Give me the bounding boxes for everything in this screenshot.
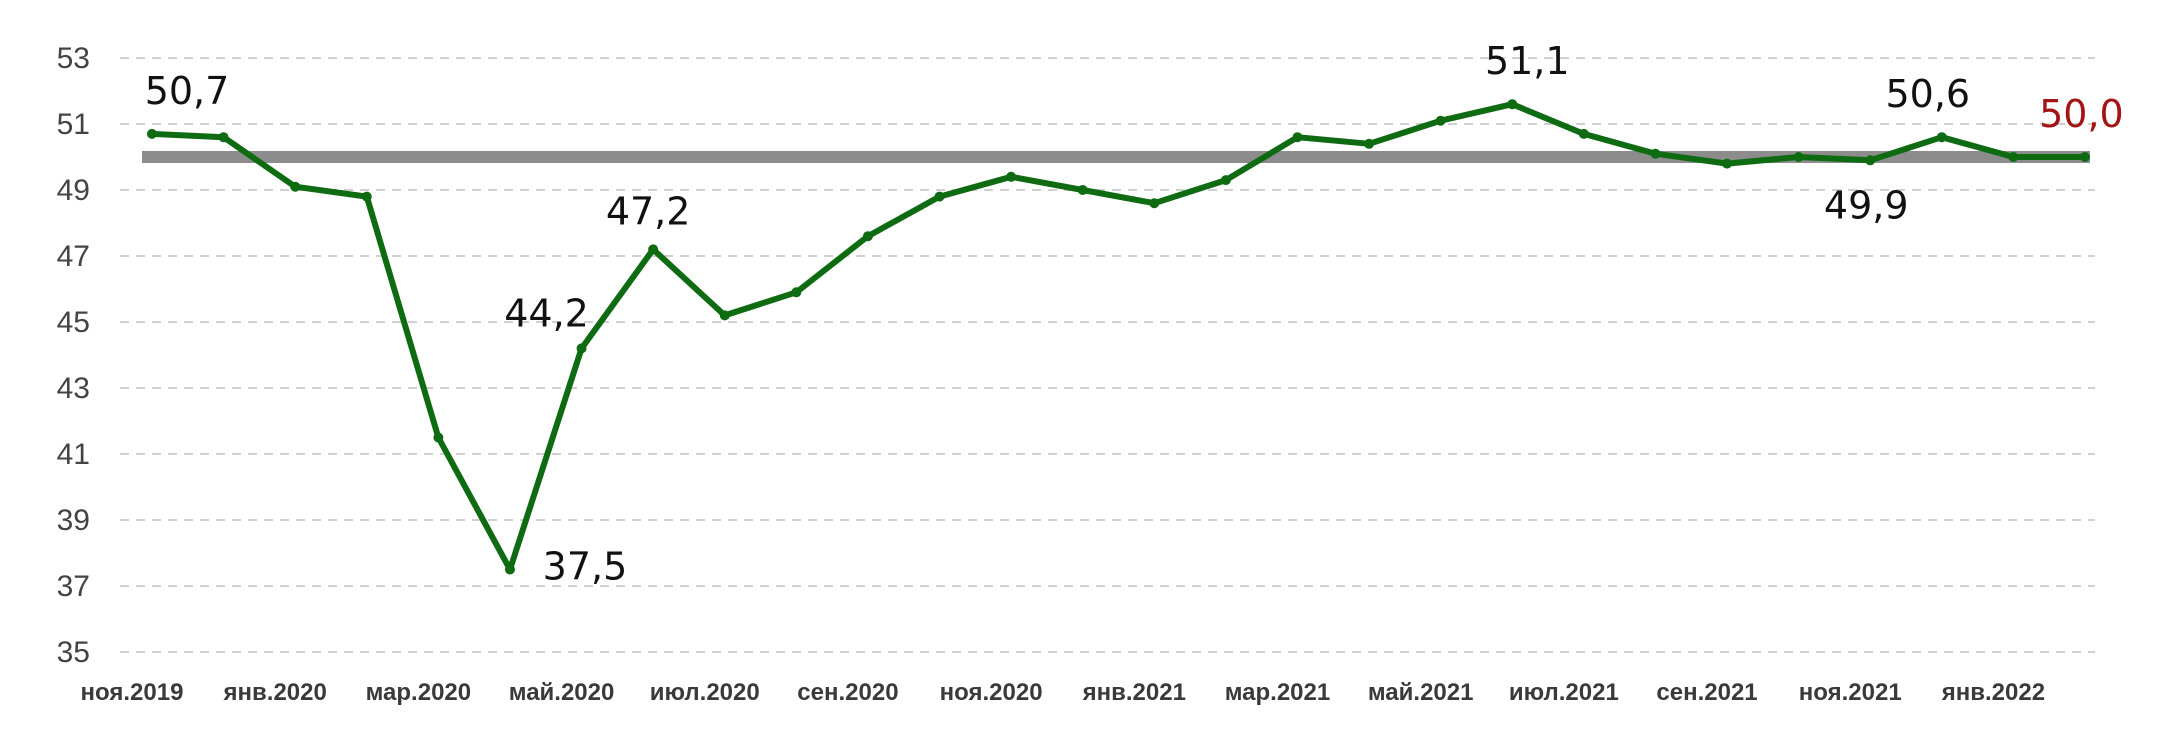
x-tick-label: сен.2021: [1656, 679, 1757, 706]
y-tick-label: 51: [57, 108, 90, 141]
data-point: [2008, 152, 2019, 162]
data-point: [147, 128, 157, 139]
x-tick-label: июл.2021: [1509, 679, 1619, 706]
data-labels: 50,7 37,5 44,2 47,2 51,1 49,9 50,6 50,0: [145, 39, 2124, 588]
data-point: [1364, 138, 1375, 149]
x-tick-label: июл.2020: [650, 679, 760, 706]
data-point: [1793, 152, 1804, 162]
x-tick-label: ноя.2020: [940, 679, 1043, 706]
data-point: [361, 191, 372, 202]
data-label: 50,6: [1886, 72, 1971, 116]
x-tick-label: ноя.2021: [1799, 679, 1902, 706]
data-point: [791, 287, 802, 298]
y-tick-label: 37: [57, 570, 90, 603]
data-point: [1722, 158, 1733, 169]
y-tick-label: 53: [57, 42, 90, 75]
y-tick-label: 47: [57, 240, 90, 273]
data-points: [147, 99, 2090, 575]
data-point: [1578, 128, 1589, 139]
y-tick-label: 45: [57, 306, 90, 339]
data-point: [433, 432, 444, 443]
y-tick-label: 43: [57, 372, 90, 405]
data-point: [290, 181, 301, 192]
data-label: 50,7: [145, 69, 230, 113]
x-tick-label: мар.2021: [1225, 679, 1331, 706]
x-tick-label: янв.2021: [1082, 679, 1186, 706]
x-tick-label: янв.2020: [223, 679, 327, 706]
data-point: [576, 343, 587, 354]
data-point: [719, 310, 730, 321]
y-tick-label: 49: [57, 174, 90, 207]
data-point: [1006, 171, 1017, 182]
data-point: [1435, 115, 1446, 126]
data-label: 49,9: [1824, 183, 1909, 227]
x-axis-ticks: ноя.2019 янв.2020 мар.2020 май.2020 июл.2020…: [81, 679, 2046, 706]
data-point: [1650, 148, 1661, 159]
y-tick-label: 35: [57, 636, 90, 669]
data-point: [218, 132, 229, 143]
x-tick-label: мар.2020: [366, 679, 472, 706]
data-point: [1220, 175, 1231, 186]
data-point: [1507, 99, 1518, 110]
data-point: [1865, 155, 1876, 166]
x-tick-label: май.2020: [509, 679, 615, 706]
data-point: [862, 231, 873, 242]
series-line: [149, 101, 2088, 573]
data-point: [2080, 152, 2090, 162]
data-point: [648, 244, 659, 255]
data-label: 44,2: [504, 291, 589, 335]
data-label: 47,2: [606, 189, 691, 233]
data-label: 37,5: [543, 545, 628, 589]
y-tick-label: 39: [57, 504, 90, 537]
x-tick-label: май.2021: [1368, 679, 1474, 706]
data-label: 51,1: [1485, 39, 1570, 83]
data-point: [1936, 132, 1947, 143]
y-axis-ticks: 35 37 39 41 43 45 47 49 51 53: [57, 42, 90, 669]
data-point: [504, 564, 515, 575]
data-point: [1292, 132, 1303, 143]
x-tick-label: янв.2022: [1941, 679, 2045, 706]
data-point: [1077, 185, 1088, 195]
y-tick-label: 41: [57, 438, 90, 471]
data-point: [934, 191, 945, 202]
x-tick-label: сен.2020: [797, 679, 898, 706]
x-tick-label: ноя.2019: [81, 679, 184, 706]
data-point: [1149, 198, 1160, 209]
data-label: 50,0: [2039, 92, 2124, 136]
